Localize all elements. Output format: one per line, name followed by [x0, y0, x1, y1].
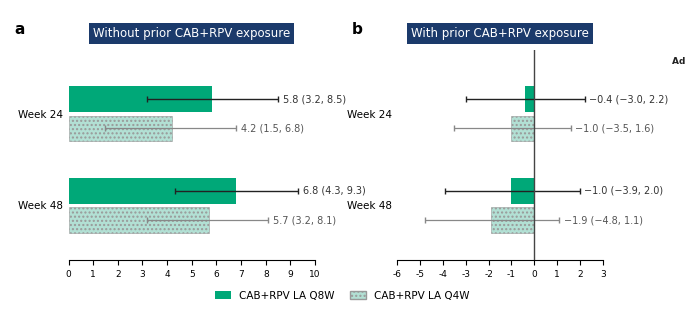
- Text: −1.0 (−3.5, 1.6): −1.0 (−3.5, 1.6): [575, 123, 654, 133]
- Text: b: b: [352, 22, 363, 37]
- Bar: [68, 86, 212, 112]
- Bar: [512, 116, 534, 141]
- Text: 5.7 (3.2, 8.1): 5.7 (3.2, 8.1): [273, 215, 336, 225]
- Bar: [525, 86, 534, 112]
- Bar: [68, 178, 236, 204]
- Text: 1.1 (−2.4, 4.6)
p=0.525: 1.1 (−2.4, 4.6) p=0.525: [458, 196, 524, 215]
- Bar: [491, 207, 534, 233]
- Text: Without prior CAB+RPV exposure: Without prior CAB+RPV exposure: [93, 27, 290, 40]
- Text: With prior CAB+RPV exposure: With prior CAB+RPV exposure: [411, 27, 589, 40]
- Text: Adjusted difference
(95% CI): Adjusted difference (95% CI): [408, 57, 508, 76]
- Text: −1.9 (−4.8, 1.1): −1.9 (−4.8, 1.1): [564, 215, 643, 225]
- Text: 1.7 (−2.1, 5.4)
p=0.379: 1.7 (−2.1, 5.4) p=0.379: [458, 104, 524, 123]
- Bar: [68, 116, 172, 141]
- Bar: [512, 178, 534, 204]
- Text: a: a: [14, 22, 25, 37]
- Text: −0.4 (−3.0, 2.2): −0.4 (−3.0, 2.2): [588, 94, 668, 104]
- Legend: CAB+RPV LA Q8W, CAB+RPV LA Q4W: CAB+RPV LA Q8W, CAB+RPV LA Q4W: [211, 286, 474, 305]
- Text: 6.8 (4.3, 9.3): 6.8 (4.3, 9.3): [303, 186, 366, 196]
- Text: Adjusted difference
(95% CI): Adjusted difference (95% CI): [672, 57, 685, 76]
- Bar: [68, 207, 209, 233]
- Text: 5.8 (3.2, 8.5): 5.8 (3.2, 8.5): [283, 94, 346, 104]
- Text: 4.2 (1.5, 6.8): 4.2 (1.5, 6.8): [241, 123, 304, 133]
- Text: −1.0 (−3.9, 2.0): −1.0 (−3.9, 2.0): [584, 186, 663, 196]
